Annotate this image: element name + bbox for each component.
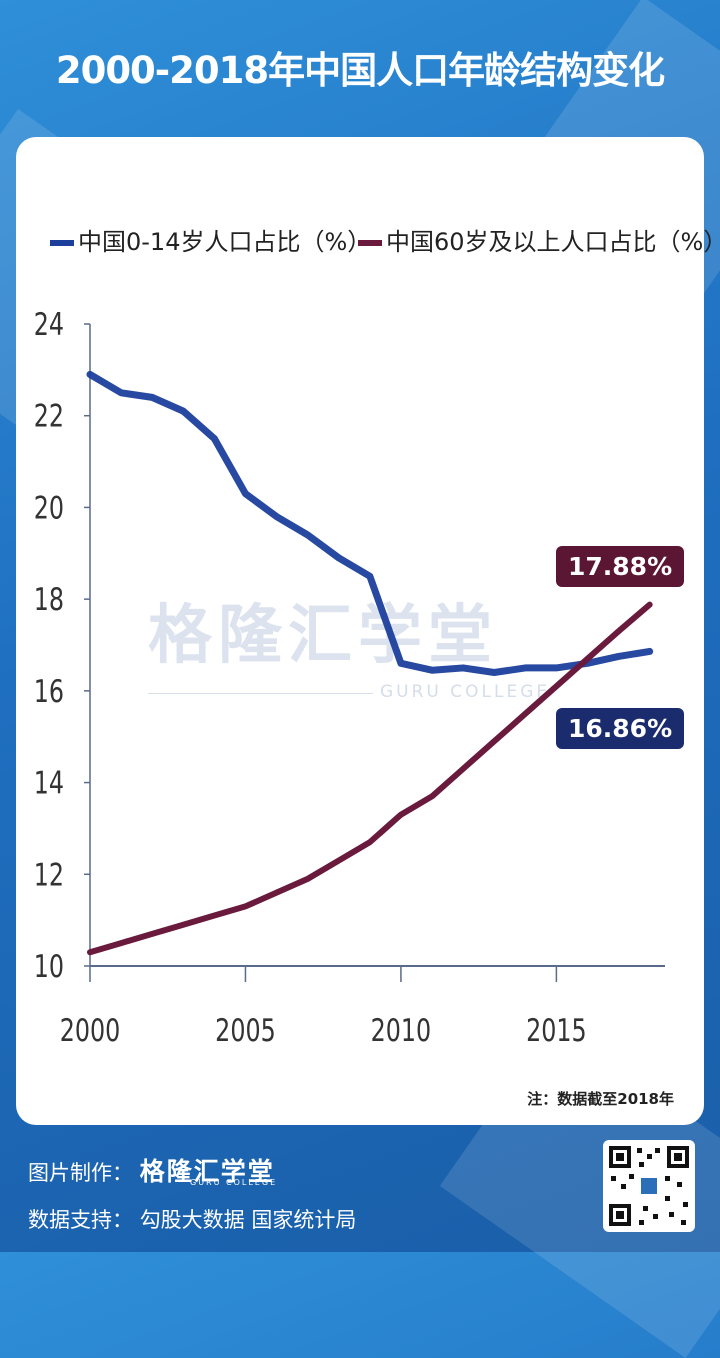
footer-made-by: 图片制作： 格隆汇学堂 [28, 1152, 275, 1188]
legend-swatch-elderly [358, 240, 382, 246]
legend-label-elderly: 中国60岁及以上人口占比（%） [386, 228, 720, 256]
footer-data-sources: 数据支持： 勾股大数据 国家统计局 [28, 1204, 356, 1234]
watermark-line [148, 693, 373, 694]
data-sources: 勾股大数据 国家统计局 [139, 1208, 357, 1232]
page-title: 2000-2018年中国人口年龄结构变化 [55, 49, 665, 92]
legend-item-elderly: 中国60岁及以上人口占比（%） [358, 222, 720, 257]
youth-value-badge: 16.86% [556, 708, 685, 749]
footer-brand-logo: 格隆汇学堂 [139, 1157, 275, 1186]
chart-legend: 中国0-14岁人口占比（%） 中国60岁及以上人口占比（%） [50, 222, 720, 262]
watermark-sub: GURU COLLEGE [380, 682, 551, 702]
qr-code[interactable] [603, 1140, 695, 1232]
data-label: 数据支持： [28, 1208, 133, 1232]
legend-item-youth: 中国0-14岁人口占比（%） [50, 222, 371, 257]
legend-swatch-youth [50, 240, 74, 246]
qr-code-icon [609, 1146, 689, 1226]
footer-brand-sub: GURU COLLEGE [190, 1178, 278, 1187]
legend-label-youth: 中国0-14岁人口占比（%） [78, 228, 372, 256]
elderly-value-badge: 17.88% [556, 546, 685, 587]
data-note: 注：数据截至2018年 [527, 1090, 674, 1108]
watermark-brand: 格隆汇学堂 [148, 599, 498, 673]
made-by-label: 图片制作： [28, 1161, 133, 1185]
